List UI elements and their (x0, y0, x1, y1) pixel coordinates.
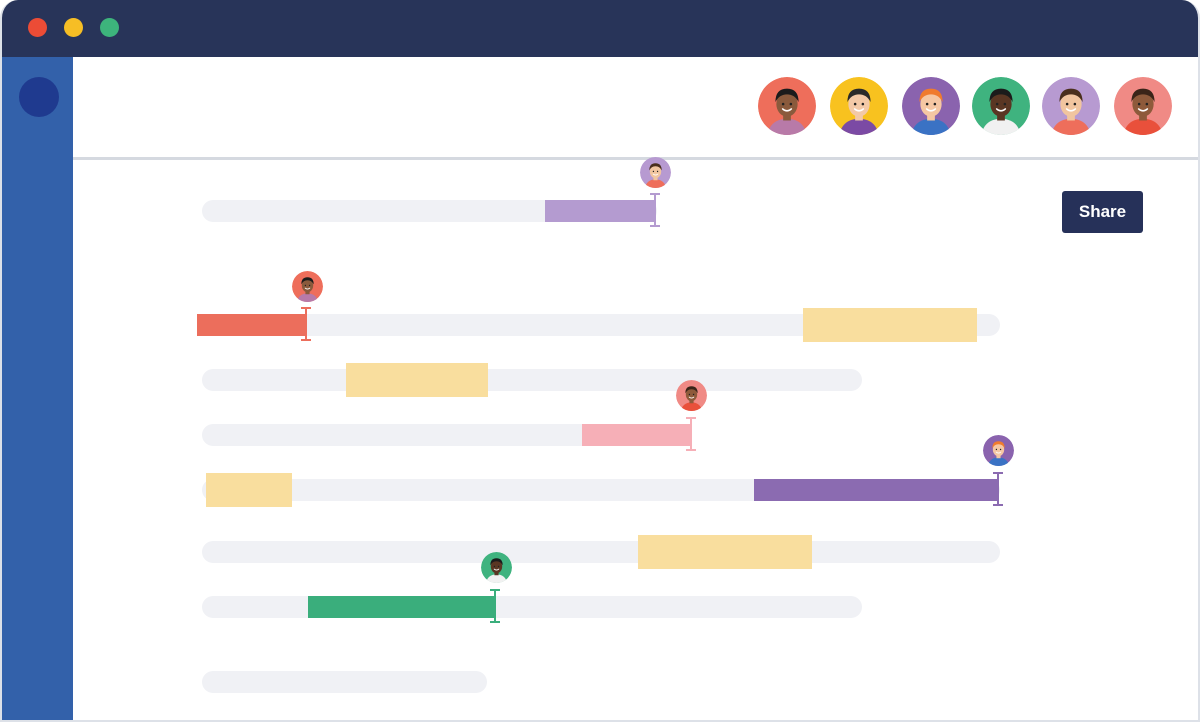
timeline-track (202, 424, 692, 446)
collaborator-avatar[interactable] (830, 77, 888, 135)
selection-highlight (638, 535, 812, 569)
collaborator-avatar[interactable] (902, 77, 960, 135)
share-button[interactable]: Share (1062, 191, 1143, 233)
collaborator-avatar[interactable] (972, 77, 1030, 135)
collaborator-avatar[interactable] (758, 77, 816, 135)
selection-highlight (803, 308, 977, 342)
cursor-avatar (983, 435, 1014, 466)
cursor-avatar (676, 380, 707, 411)
collaborator-avatar[interactable] (1114, 77, 1172, 135)
timeline-bar-pink[interactable] (582, 424, 691, 446)
timeline-bar-coral[interactable] (197, 314, 306, 336)
timeline-track (202, 314, 1000, 336)
sidebar (2, 57, 73, 720)
cursor-avatar (292, 271, 323, 302)
selection-highlight (206, 473, 292, 507)
selection-highlight (346, 363, 488, 397)
edit-cursor (650, 193, 660, 227)
close-window-button[interactable] (28, 18, 47, 37)
sidebar-home-icon[interactable] (19, 77, 59, 117)
collaborator-avatar[interactable] (1042, 77, 1100, 135)
cursor-avatar (481, 552, 512, 583)
edit-cursor (993, 472, 1003, 506)
title-bar (2, 0, 1198, 57)
timeline-track (202, 671, 487, 693)
edit-cursor (686, 417, 696, 451)
edit-cursor (301, 307, 311, 341)
header-divider (73, 157, 1198, 160)
timeline-track (202, 596, 862, 618)
timeline-track (202, 200, 657, 222)
timeline-track (202, 541, 1000, 563)
edit-cursor (490, 589, 500, 623)
minimize-window-button[interactable] (64, 18, 83, 37)
cursor-avatar (640, 157, 671, 188)
maximize-window-button[interactable] (100, 18, 119, 37)
timeline-track (202, 369, 862, 391)
timeline-bar-purple[interactable] (545, 200, 655, 222)
timeline-bar-violet[interactable] (754, 479, 998, 501)
timeline-bar-green[interactable] (308, 596, 495, 618)
